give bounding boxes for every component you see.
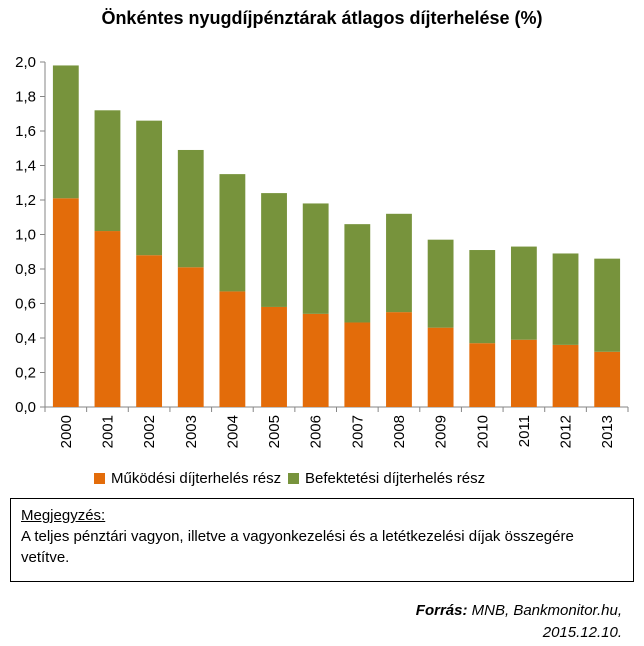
x-tick-label-2005: 2005	[266, 415, 283, 448]
bar-segment-operating-2003	[177, 267, 204, 407]
x-tick-label-2001: 2001	[99, 415, 116, 448]
legend-label-investment: Befektetési díjterhelés rész	[305, 470, 486, 487]
bar-segment-operating-2013	[594, 351, 621, 407]
y-tick-label: 1,2	[15, 192, 36, 209]
source-date: 2015.12.10.	[542, 624, 622, 641]
x-tick-label-2007: 2007	[349, 415, 366, 448]
bar-segment-operating-2001	[94, 231, 121, 407]
y-tick-label: 0,4	[15, 330, 36, 347]
bar-segment-operating-2011	[510, 339, 537, 407]
legend: Működési díjterhelés rész Befektetési dí…	[0, 470, 644, 492]
legend-swatch-investment	[288, 473, 299, 484]
y-tick-label: 0,2	[15, 365, 36, 382]
x-tick-label-2004: 2004	[224, 415, 241, 448]
bar-segment-investment-2011	[510, 246, 537, 340]
y-tick-label: 1,6	[15, 123, 36, 140]
bar-segment-operating-2012	[552, 344, 579, 407]
bar-segment-investment-2009	[427, 239, 454, 328]
x-tick-label-2003: 2003	[183, 415, 200, 448]
bar-segment-investment-2001	[94, 110, 121, 232]
y-tick-label: 0,0	[15, 399, 36, 416]
y-tick-label: 1,0	[15, 227, 36, 244]
bar-segment-operating-2002	[136, 255, 163, 407]
legend-item-investment: Befektetési díjterhelés rész	[288, 470, 485, 487]
legend-swatch-operating	[94, 473, 105, 484]
legend-label-operating: Működési díjterhelés rész	[111, 470, 282, 487]
bar-segment-investment-2003	[177, 149, 204, 268]
x-tick-label-2011: 2011	[516, 415, 533, 447]
bar-segment-operating-2009	[427, 327, 454, 407]
bar-segment-investment-2000	[52, 65, 79, 199]
x-tick-label-2006: 2006	[308, 415, 325, 448]
bar-segment-investment-2002	[136, 120, 163, 256]
source-label: Forrás:	[415, 602, 468, 619]
source-text: MNB, Bankmonitor.hu,	[471, 602, 622, 619]
bar-segment-operating-2006	[302, 313, 329, 407]
x-tick-label-2002: 2002	[141, 415, 158, 448]
x-tick-label-2013: 2013	[599, 415, 616, 448]
bar-segment-investment-2013	[594, 258, 621, 352]
bar-segment-investment-2007	[344, 224, 371, 323]
bar-segment-investment-2005	[261, 193, 287, 307]
x-tick-label-2010: 2010	[474, 415, 491, 448]
bar-segment-operating-2008	[386, 312, 412, 408]
legend-item-operating: Működési díjterhelés rész	[94, 470, 281, 487]
bar-segment-investment-2010	[469, 250, 496, 344]
x-tick-label-2000: 2000	[58, 415, 75, 448]
note-title: Megjegyzés:	[21, 507, 106, 524]
bar-segment-operating-2005	[261, 306, 287, 407]
chart-title: Önkéntes nyugdíjpénztárak átlagos díjter…	[101, 8, 543, 28]
x-tick-label-2009: 2009	[433, 415, 450, 448]
y-tick-label: 1,4	[15, 158, 36, 175]
y-tick-label: 2,0	[15, 54, 36, 71]
bar-segment-operating-2004	[219, 291, 246, 407]
bar-segment-investment-2004	[219, 174, 246, 292]
bar-segment-operating-2000	[52, 198, 79, 407]
bar-segment-investment-2006	[302, 203, 329, 314]
stacked-bar-chart: 0,0 0,2 0,4 0,6 0,8 1,0 1,2 1,4 1,6 1,8 2,0 2000 200…	[15, 54, 629, 448]
bar-segment-investment-2008	[386, 213, 412, 313]
x-tick-label-2008: 2008	[391, 415, 408, 448]
note-box: Megjegyzés: A teljes pénztári vagyon, il…	[10, 498, 634, 582]
bar-segment-operating-2007	[344, 322, 371, 407]
bar-segment-operating-2010	[469, 343, 496, 407]
y-tick-label: 0,8	[15, 261, 36, 278]
y-tick-label: 1,8	[15, 89, 36, 106]
x-tick-label-2012: 2012	[558, 415, 575, 448]
y-tick-label: 0,6	[15, 296, 36, 313]
bar-segment-investment-2012	[552, 253, 579, 345]
source-citation: Forrás: MNB, Bankmonitor.hu, 2015.12.10.	[416, 600, 622, 644]
note-text: A teljes pénztári vagyon, illetve a vagy…	[21, 528, 574, 566]
